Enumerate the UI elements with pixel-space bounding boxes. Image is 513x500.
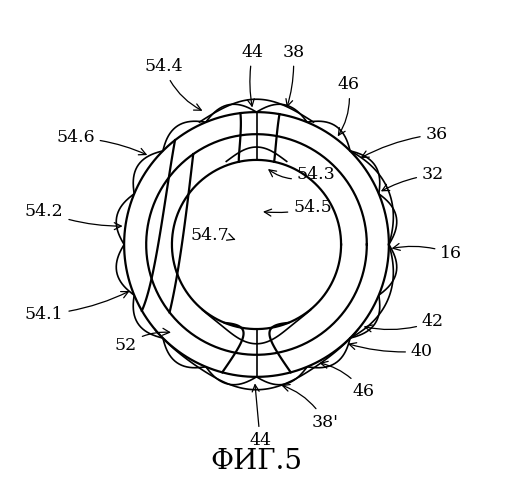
- Text: 46: 46: [321, 362, 374, 400]
- Text: 36: 36: [362, 126, 448, 158]
- Text: 54.1: 54.1: [25, 292, 128, 323]
- Text: 54.2: 54.2: [25, 203, 121, 230]
- Text: ФИГ.5: ФИГ.5: [210, 448, 303, 475]
- Text: 54.5: 54.5: [264, 199, 332, 216]
- Text: 46: 46: [338, 76, 360, 136]
- Text: 44: 44: [242, 44, 264, 106]
- Text: 54.6: 54.6: [56, 130, 146, 155]
- Text: 16: 16: [393, 244, 462, 262]
- Text: 44: 44: [249, 384, 271, 449]
- Text: 38': 38': [283, 384, 339, 430]
- Text: 40: 40: [349, 342, 433, 359]
- Text: 52: 52: [115, 328, 170, 354]
- Text: 54.3: 54.3: [269, 166, 336, 183]
- Text: 54.7: 54.7: [190, 227, 234, 244]
- Text: 32: 32: [382, 166, 444, 190]
- Text: 42: 42: [365, 313, 444, 332]
- Text: 38: 38: [282, 44, 304, 106]
- Text: 54.4: 54.4: [144, 58, 201, 110]
